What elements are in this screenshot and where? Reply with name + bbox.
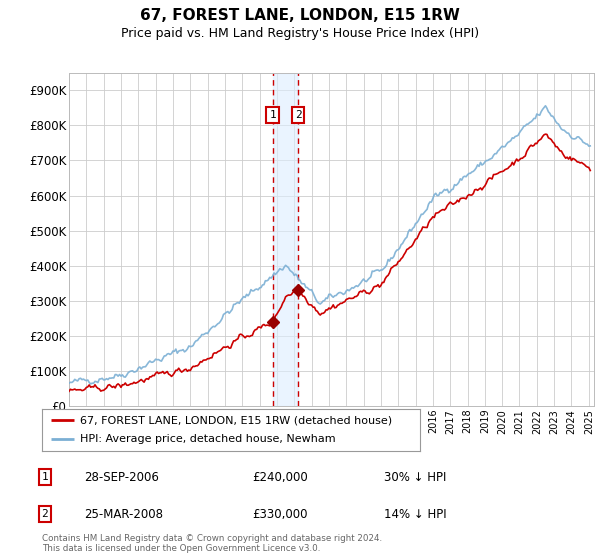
Text: 1: 1 xyxy=(269,110,276,120)
Text: 2: 2 xyxy=(295,110,302,120)
Text: Price paid vs. HM Land Registry's House Price Index (HPI): Price paid vs. HM Land Registry's House … xyxy=(121,27,479,40)
Text: 67, FOREST LANE, LONDON, E15 1RW: 67, FOREST LANE, LONDON, E15 1RW xyxy=(140,8,460,24)
Text: £330,000: £330,000 xyxy=(252,507,308,521)
Text: 14% ↓ HPI: 14% ↓ HPI xyxy=(384,507,446,521)
Text: 2: 2 xyxy=(41,509,49,519)
Text: 25-MAR-2008: 25-MAR-2008 xyxy=(84,507,163,521)
Text: 1: 1 xyxy=(41,472,49,482)
Text: 67, FOREST LANE, LONDON, E15 1RW (detached house): 67, FOREST LANE, LONDON, E15 1RW (detach… xyxy=(80,415,392,425)
Text: 28-SEP-2006: 28-SEP-2006 xyxy=(84,470,159,484)
Text: HPI: Average price, detached house, Newham: HPI: Average price, detached house, Newh… xyxy=(80,435,335,445)
Bar xyxy=(272,73,298,406)
Text: Contains HM Land Registry data © Crown copyright and database right 2024.
This d: Contains HM Land Registry data © Crown c… xyxy=(42,534,382,553)
Text: 30% ↓ HPI: 30% ↓ HPI xyxy=(384,470,446,484)
Text: £240,000: £240,000 xyxy=(252,470,308,484)
